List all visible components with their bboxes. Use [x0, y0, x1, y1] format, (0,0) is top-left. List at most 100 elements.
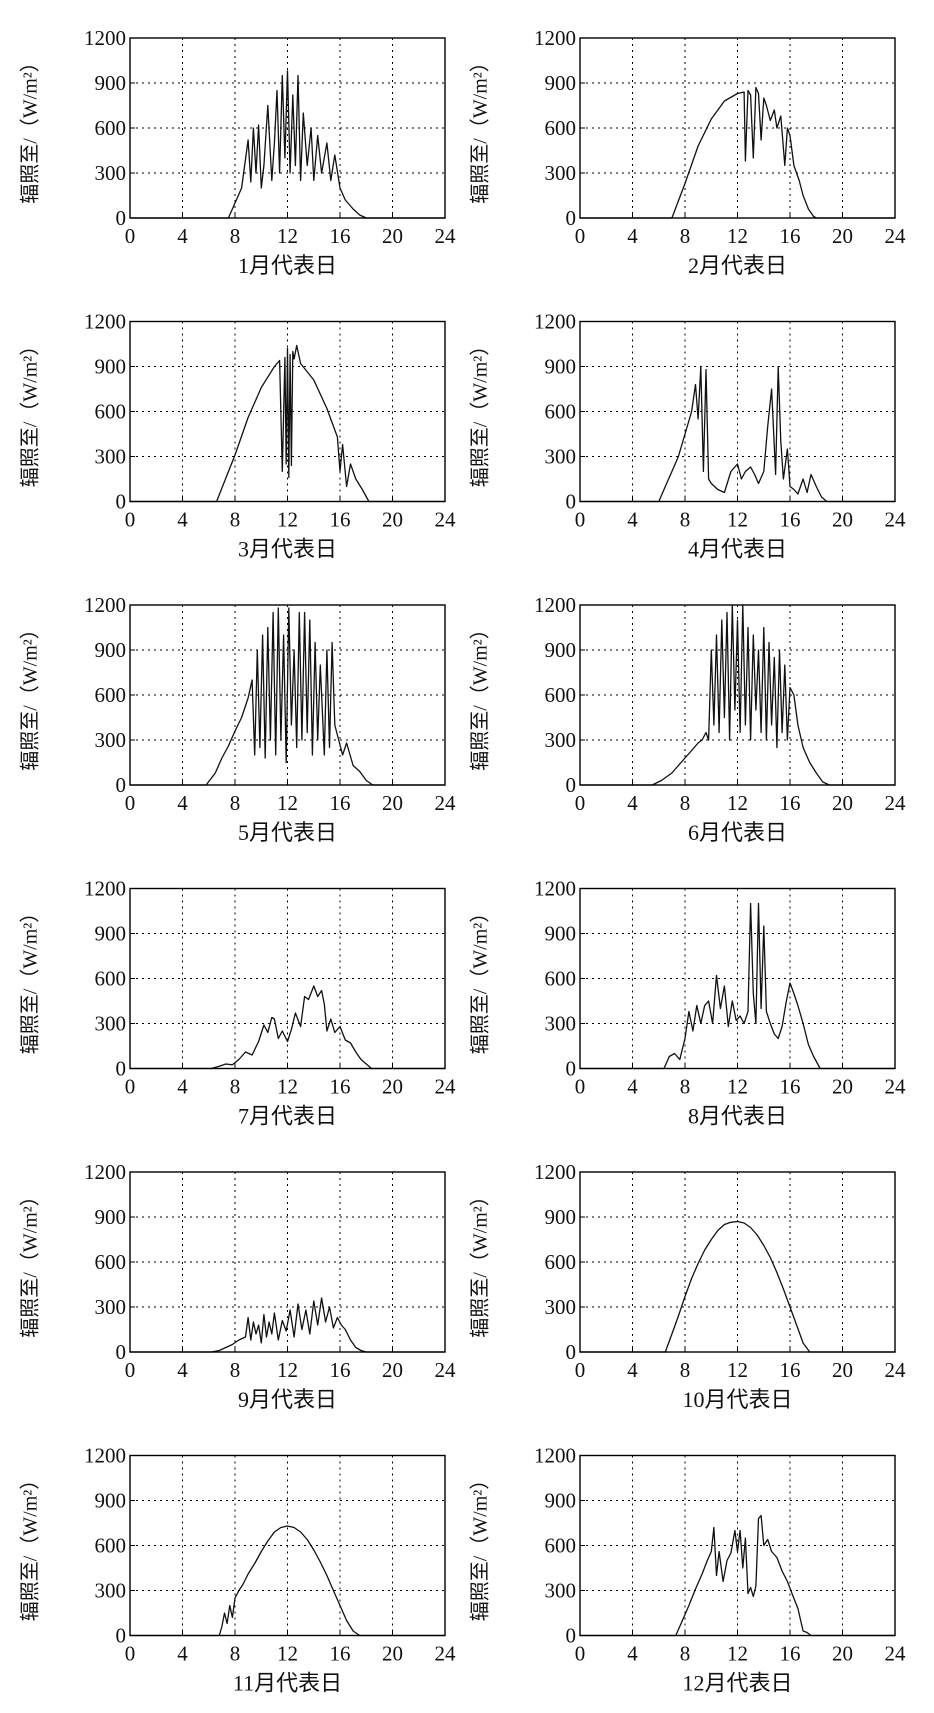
x-tick-label: 16 — [780, 508, 801, 532]
y-tick-label: 1200 — [84, 310, 126, 334]
x-tick-label: 8 — [230, 224, 241, 248]
x-tick-label: 8 — [230, 1642, 241, 1666]
y-tick-label: 600 — [95, 1250, 127, 1274]
x-tick-label: 12 — [727, 1642, 748, 1666]
x-tick-label: 16 — [780, 791, 801, 815]
panel-caption: 3月代表日 — [238, 537, 337, 562]
x-tick-label: 8 — [680, 791, 691, 815]
x-tick-label: 24 — [435, 1075, 457, 1099]
y-tick-label: 900 — [545, 355, 577, 379]
y-tick-label: 600 — [545, 1534, 577, 1558]
irradiance-line — [580, 1514, 895, 1637]
y-tick-label: 0 — [116, 490, 127, 514]
y-tick-label: 300 — [545, 1012, 577, 1036]
x-tick-label: 8 — [230, 791, 241, 815]
x-tick-label: 24 — [435, 1358, 457, 1382]
x-tick-label: 16 — [330, 1642, 351, 1666]
y-tick-label: 0 — [566, 1624, 577, 1648]
x-tick-label: 0 — [575, 1358, 586, 1382]
irradiance-line — [580, 365, 895, 503]
y-axis-label: 辐照至/（W/m²） — [469, 1186, 492, 1338]
chart-panel-9: 0 4 8 12 16 20 24 0 300 600 900 1200 辐照至/（W/m²） 9月代表日 — [19, 1160, 456, 1412]
x-tick-label: 12 — [277, 1358, 298, 1382]
y-tick-label: 900 — [95, 922, 127, 946]
x-tick-label: 8 — [230, 1358, 241, 1382]
y-tick-label: 300 — [95, 445, 127, 469]
x-tick-label: 16 — [330, 1358, 351, 1382]
x-tick-label: 4 — [177, 508, 188, 532]
y-tick-label: 0 — [566, 1057, 577, 1081]
x-tick-label: 8 — [230, 1075, 241, 1099]
y-axis-label: 辐照至/（W/m²） — [19, 336, 42, 488]
y-tick-label: 1200 — [84, 1160, 126, 1184]
chart-panel-2: 0 4 8 12 16 20 24 0 300 600 900 1200 辐照至/（W/m²） 2月代表日 — [469, 26, 906, 278]
x-tick-label: 0 — [125, 1642, 136, 1666]
y-axis-label: 辐照至/（W/m²） — [19, 52, 42, 204]
x-tick-label: 16 — [780, 1642, 801, 1666]
x-tick-label: 12 — [277, 508, 298, 532]
x-tick-label: 0 — [575, 224, 586, 248]
irradiance-line — [580, 902, 895, 1070]
x-tick-label: 20 — [382, 1075, 403, 1099]
x-tick-label: 4 — [627, 791, 638, 815]
y-axis-label: 辐照至/（W/m²） — [469, 1470, 492, 1622]
chart-panel-4: 0 4 8 12 16 20 24 0 300 600 900 1200 辐照至/（W/m²） 4月代表日 — [469, 310, 906, 562]
x-tick-label: 4 — [627, 508, 638, 532]
x-tick-label: 24 — [435, 508, 457, 532]
x-tick-label: 20 — [382, 1642, 403, 1666]
y-tick-label: 900 — [95, 71, 127, 95]
y-tick-label: 1200 — [84, 1444, 126, 1468]
chart-panel-12: 0 4 8 12 16 20 24 0 300 600 900 1200 辐照至/（W/m²） 12月代表… — [469, 1444, 906, 1696]
x-tick-label: 24 — [885, 224, 907, 248]
y-tick-label: 0 — [566, 206, 577, 230]
y-tick-label: 300 — [95, 728, 127, 752]
x-tick-label: 4 — [627, 1358, 638, 1382]
panel-caption: 4月代表日 — [688, 537, 787, 562]
panel-caption: 11月代表日 — [233, 1671, 342, 1696]
chart-panel-3: 0 4 8 12 16 20 24 0 300 600 900 1200 辐照至/（W/m²） 3月代表日 — [19, 310, 456, 562]
x-tick-label: 24 — [435, 1642, 457, 1666]
y-tick-label: 900 — [545, 1205, 577, 1229]
x-tick-label: 4 — [627, 224, 638, 248]
x-tick-label: 16 — [780, 224, 801, 248]
x-tick-label: 24 — [435, 791, 457, 815]
y-tick-label: 1200 — [84, 26, 126, 50]
y-axis-label: 辐照至/（W/m²） — [19, 903, 42, 1055]
y-tick-label: 300 — [545, 1579, 577, 1603]
panel-caption: 7月代表日 — [238, 1104, 337, 1129]
y-tick-label: 300 — [545, 445, 577, 469]
chart-panel-6: 0 4 8 12 16 20 24 0 300 600 900 1200 辐照至/（W/m²） 6月代表日 — [469, 593, 906, 845]
y-tick-label: 600 — [545, 967, 577, 991]
x-tick-label: 20 — [832, 224, 853, 248]
y-tick-label: 300 — [545, 1295, 577, 1319]
y-tick-label: 900 — [545, 638, 577, 662]
x-tick-label: 20 — [382, 224, 403, 248]
x-tick-label: 24 — [885, 791, 907, 815]
x-tick-label: 24 — [885, 1642, 907, 1666]
y-axis-label: 辐照至/（W/m²） — [19, 1186, 42, 1338]
y-tick-label: 300 — [95, 161, 127, 185]
x-tick-label: 20 — [832, 791, 853, 815]
x-tick-label: 4 — [177, 1358, 188, 1382]
chart-panel-7: 0 4 8 12 16 20 24 0 300 600 900 1200 辐照至/（W/m²） 7月代表日 — [19, 877, 456, 1129]
chart-panel-1: 0 4 8 12 16 20 24 0 300 600 900 1200 辐照至/（W/m²） 1月代表日 — [19, 26, 456, 278]
chart-panel-5: 0 4 8 12 16 20 24 0 300 600 900 1200 辐照至/（W/m²） 5月代表日 — [19, 593, 456, 845]
y-axis-label: 辐照至/（W/m²） — [469, 52, 492, 204]
x-tick-label: 12 — [277, 224, 298, 248]
x-tick-label: 4 — [627, 1075, 638, 1099]
y-tick-label: 900 — [95, 1205, 127, 1229]
x-tick-label: 0 — [125, 1358, 136, 1382]
x-tick-label: 24 — [885, 1075, 907, 1099]
x-tick-label: 12 — [727, 224, 748, 248]
x-tick-label: 0 — [575, 508, 586, 532]
x-tick-label: 0 — [575, 791, 586, 815]
y-tick-label: 0 — [116, 773, 127, 797]
y-tick-label: 1200 — [84, 877, 126, 901]
x-tick-label: 20 — [832, 508, 853, 532]
irradiance-line — [130, 1297, 445, 1353]
panel-caption: 1月代表日 — [238, 253, 337, 278]
y-tick-label: 0 — [566, 1340, 577, 1364]
y-tick-label: 600 — [95, 683, 127, 707]
y-tick-label: 1200 — [534, 26, 576, 50]
